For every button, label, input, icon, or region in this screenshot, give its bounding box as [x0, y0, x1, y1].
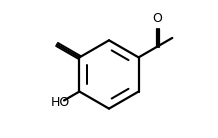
Text: HO: HO — [51, 96, 70, 109]
Text: O: O — [153, 12, 163, 25]
